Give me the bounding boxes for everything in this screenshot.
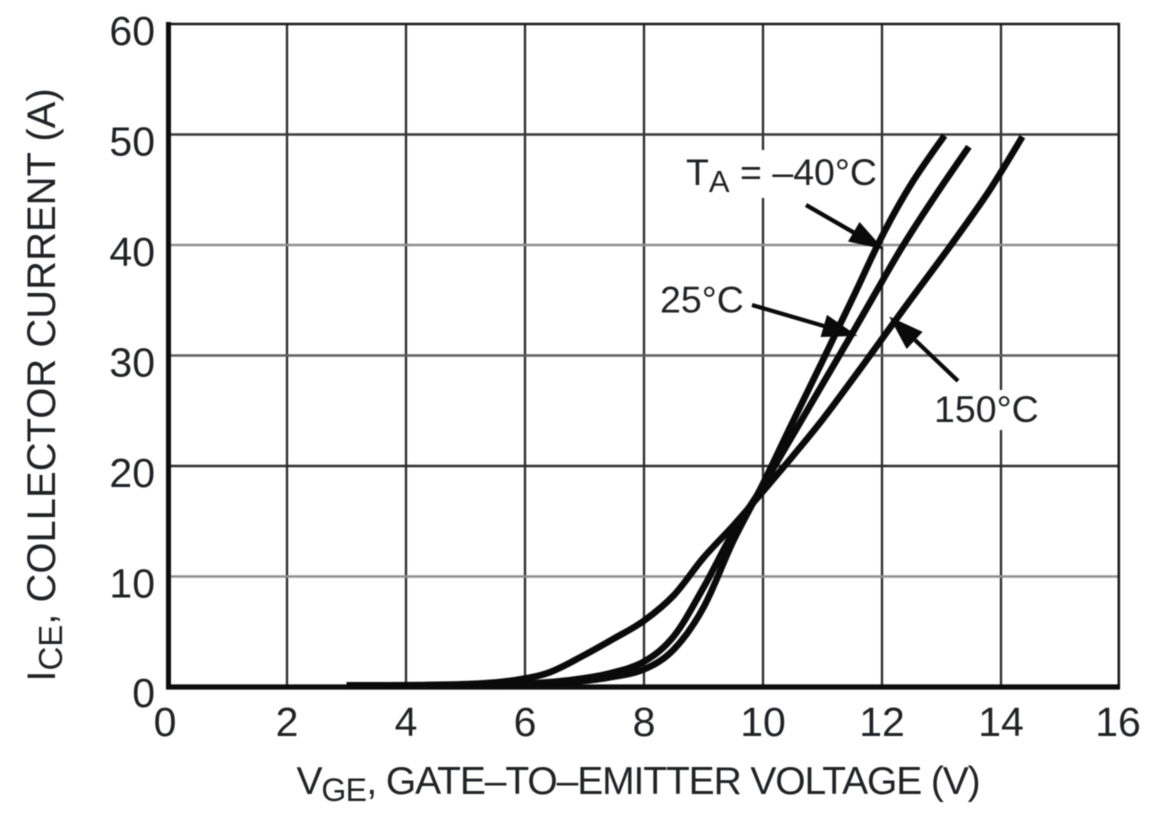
svg-text:8: 8 <box>633 699 656 745</box>
svg-text:0: 0 <box>132 670 155 716</box>
svg-text:10: 10 <box>740 699 786 745</box>
svg-text:16: 16 <box>1095 699 1141 745</box>
svg-text:60: 60 <box>109 8 155 54</box>
svg-text:20: 20 <box>109 450 155 496</box>
svg-text:40: 40 <box>109 229 155 275</box>
svg-text:VGE, GATE–TO–EMITTER VOLTAGE (: VGE, GATE–TO–EMITTER VOLTAGE (V) <box>296 760 979 808</box>
svg-text:TA = –40°C: TA = –40°C <box>686 151 877 199</box>
svg-text:14: 14 <box>978 699 1024 745</box>
svg-text:ICE, COLLECTOR CURRENT (A): ICE, COLLECTOR CURRENT (A) <box>20 88 69 681</box>
svg-text:30: 30 <box>109 340 155 386</box>
svg-text:2: 2 <box>276 699 299 745</box>
svg-text:4: 4 <box>395 699 418 745</box>
svg-text:6: 6 <box>514 699 537 745</box>
svg-text:12: 12 <box>859 699 905 745</box>
svg-text:150°C: 150°C <box>934 388 1039 430</box>
svg-text:25°C: 25°C <box>660 279 744 321</box>
svg-text:10: 10 <box>109 561 155 607</box>
svg-text:50: 50 <box>109 119 155 165</box>
svg-text:0: 0 <box>154 699 177 745</box>
